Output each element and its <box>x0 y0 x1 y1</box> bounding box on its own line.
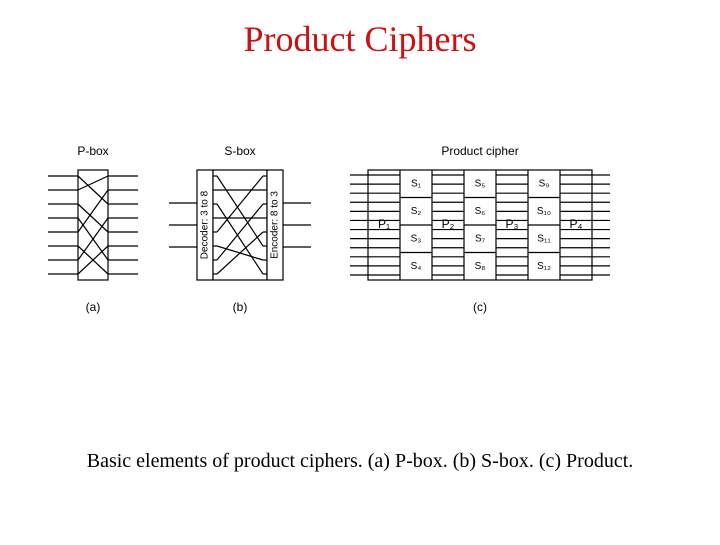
svg-text:S₄: S₄ <box>411 261 422 272</box>
svg-text:P₂: P₂ <box>442 217 455 231</box>
svg-text:(a): (a) <box>86 300 101 314</box>
svg-text:S₃: S₃ <box>411 233 422 244</box>
svg-text:S₁₂: S₁₂ <box>537 261 551 272</box>
svg-text:S₁: S₁ <box>411 178 422 189</box>
svg-text:(c): (c) <box>473 300 487 314</box>
svg-text:P₃: P₃ <box>506 217 519 231</box>
svg-text:P₁: P₁ <box>378 217 390 231</box>
page-title: Product Ciphers <box>0 18 720 60</box>
svg-text:S₇: S₇ <box>475 233 486 244</box>
svg-text:S₂: S₂ <box>411 206 422 217</box>
svg-text:Encoder: 8 to 3: Encoder: 8 to 3 <box>270 191 281 259</box>
svg-text:S₅: S₅ <box>475 178 486 189</box>
svg-text:S₁₀: S₁₀ <box>537 206 551 217</box>
svg-text:S₆: S₆ <box>475 206 486 217</box>
svg-text:Decoder: 3 to 8: Decoder: 3 to 8 <box>200 190 211 259</box>
svg-text:S₁₁: S₁₁ <box>537 233 551 244</box>
svg-text:(b): (b) <box>233 300 248 314</box>
svg-text:P-box: P-box <box>77 144 108 158</box>
caption-text: Basic elements of product ciphers. (a) P… <box>0 450 720 473</box>
svg-text:Product cipher: Product cipher <box>441 144 518 158</box>
slide: Product Ciphers Basic elements of produc… <box>0 0 720 540</box>
svg-text:S₈: S₈ <box>475 261 486 272</box>
svg-text:P₄: P₄ <box>570 217 583 231</box>
svg-text:S-box: S-box <box>224 144 255 158</box>
svg-text:S₉: S₉ <box>539 178 550 189</box>
